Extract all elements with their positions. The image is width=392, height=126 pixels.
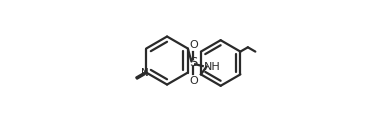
Text: S: S — [189, 56, 197, 70]
Text: N: N — [141, 68, 149, 78]
Text: NH: NH — [203, 62, 220, 72]
Text: O: O — [189, 76, 198, 86]
Text: O: O — [189, 40, 198, 50]
